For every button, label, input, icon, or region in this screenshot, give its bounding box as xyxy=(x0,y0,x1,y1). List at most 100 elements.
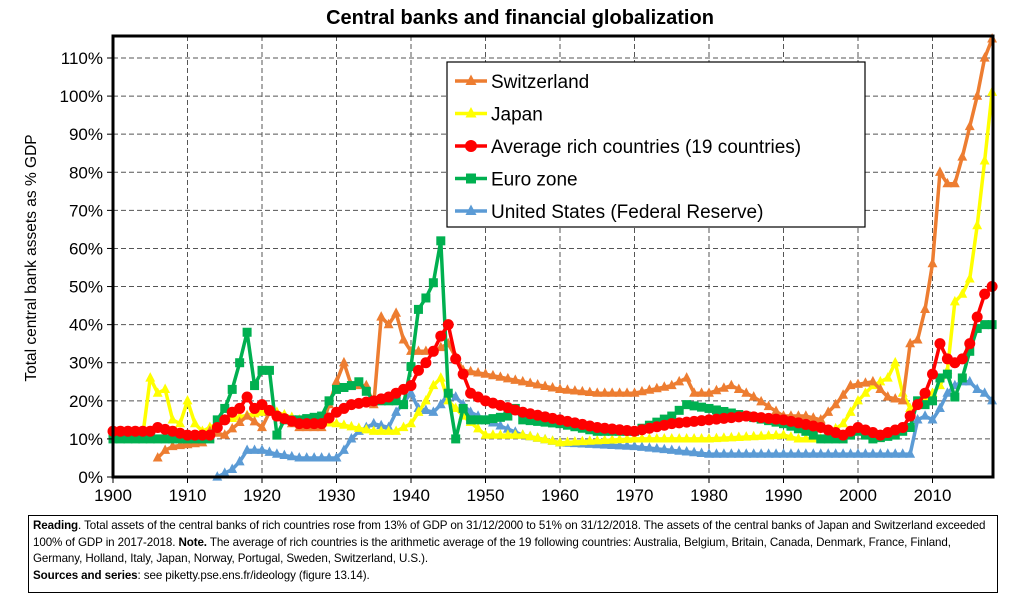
marker-triangle xyxy=(227,463,238,473)
marker-triangle xyxy=(771,405,781,415)
marker-triangle xyxy=(800,410,811,420)
marker-square xyxy=(227,384,237,394)
marker-triangle xyxy=(577,435,588,446)
marker-triangle xyxy=(875,448,886,458)
marker-triangle xyxy=(867,448,878,458)
marker-square xyxy=(421,293,431,303)
y-tick-label: 20% xyxy=(69,392,103,411)
marker-triangle xyxy=(339,356,349,367)
marker-square xyxy=(317,411,327,421)
marker-triangle xyxy=(525,430,536,441)
marker-triangle xyxy=(711,432,722,443)
y-tick-label: 60% xyxy=(69,239,103,258)
marker-triangle xyxy=(331,452,342,462)
marker-circle xyxy=(256,399,268,411)
marker-triangle xyxy=(845,406,856,416)
marker-square xyxy=(160,434,170,444)
marker-triangle xyxy=(711,384,722,395)
marker-triangle xyxy=(495,429,506,439)
marker-triangle xyxy=(361,423,372,434)
marker-square xyxy=(793,424,803,434)
marker-triangle xyxy=(420,394,431,405)
marker-triangle xyxy=(368,425,379,435)
marker-triangle xyxy=(190,417,200,428)
marker-triangle xyxy=(808,448,819,458)
marker-triangle xyxy=(480,368,491,378)
marker-triangle xyxy=(383,318,394,329)
marker-triangle xyxy=(271,448,282,458)
marker-triangle xyxy=(629,433,640,443)
marker-triangle xyxy=(562,384,573,394)
marker-triangle xyxy=(614,439,625,450)
marker-circle xyxy=(241,391,253,403)
marker-triangle xyxy=(823,448,834,458)
marker-square xyxy=(704,403,714,413)
marker-triangle xyxy=(353,422,364,432)
y-tick-label: 50% xyxy=(69,278,103,297)
x-tick-label: 1970 xyxy=(616,486,654,505)
marker-triangle xyxy=(428,379,439,390)
marker-triangle xyxy=(942,387,953,397)
marker-triangle xyxy=(733,431,744,441)
marker-triangle xyxy=(897,394,908,405)
marker-triangle xyxy=(219,467,230,477)
marker-triangle xyxy=(301,452,312,462)
marker-triangle xyxy=(681,372,692,382)
marker-triangle xyxy=(473,422,483,433)
marker-square xyxy=(942,369,952,379)
marker-triangle xyxy=(398,334,409,344)
marker-triangle xyxy=(525,377,536,387)
marker-triangle xyxy=(324,452,334,462)
marker-triangle xyxy=(219,429,230,439)
marker-square xyxy=(667,411,677,421)
marker-triangle xyxy=(808,412,819,422)
sources-text: : see piketty.pse.ens.fr/ideology (figur… xyxy=(137,568,370,582)
marker-triangle xyxy=(264,446,275,456)
marker-triangle xyxy=(584,386,595,397)
marker-triangle xyxy=(257,406,267,416)
marker-triangle xyxy=(175,417,185,428)
marker-circle xyxy=(971,311,983,323)
marker-triangle xyxy=(666,444,677,454)
marker-circle xyxy=(927,368,938,380)
marker-triangle xyxy=(160,383,171,393)
marker-square xyxy=(801,426,811,436)
legend-item: Switzerland xyxy=(455,72,589,93)
marker-triangle xyxy=(853,448,863,458)
marker-square xyxy=(332,384,341,394)
marker-triangle xyxy=(659,443,670,454)
legend-label: Switzerland xyxy=(491,72,589,93)
marker-square xyxy=(928,396,937,406)
marker-square xyxy=(153,434,163,444)
marker-circle xyxy=(405,380,417,392)
x-tick-label: 2010 xyxy=(914,486,952,505)
marker-triangle xyxy=(160,444,171,454)
marker-triangle xyxy=(756,448,767,458)
legend: Switzerland Japan Average rich countries (… xyxy=(446,61,866,228)
y-tick-label: 80% xyxy=(69,163,103,182)
marker-circle xyxy=(934,338,946,350)
marker-circle xyxy=(897,421,909,433)
marker-triangle xyxy=(674,375,685,386)
marker-triangle xyxy=(927,414,938,424)
marker-triangle xyxy=(517,375,528,386)
marker-circle xyxy=(956,353,968,365)
marker-triangle xyxy=(741,431,752,441)
marker-triangle xyxy=(979,154,990,165)
marker-triangle xyxy=(599,434,610,445)
marker-triangle xyxy=(622,440,632,450)
marker-triangle xyxy=(659,381,670,391)
marker-triangle xyxy=(584,435,595,445)
marker-triangle xyxy=(599,387,610,397)
marker-triangle xyxy=(912,414,923,424)
marker-triangle xyxy=(733,448,744,458)
marker-triangle xyxy=(465,74,477,85)
marker-triangle xyxy=(935,402,945,413)
x-tick-label: 1930 xyxy=(318,486,356,505)
chart-title: Central banks and financial globalizatio… xyxy=(326,7,714,29)
marker-triangle xyxy=(450,391,461,401)
marker-triangle xyxy=(979,52,990,62)
marker-triangle xyxy=(145,372,156,382)
marker-square xyxy=(957,373,967,383)
marker-circle xyxy=(904,410,916,422)
